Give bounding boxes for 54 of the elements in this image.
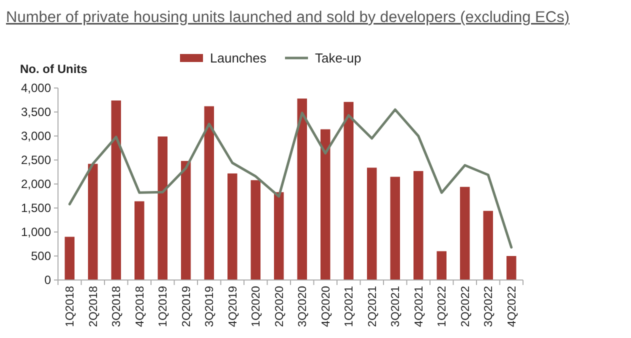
y-tick-label: 2,500 [20,153,52,168]
x-tick-label: 1Q2021 [344,286,356,327]
x-tick-label: 4Q2019 [227,286,240,327]
bar [436,251,447,280]
x-tick-label: 4Q2022 [506,286,518,327]
x-tick-label: 4Q2018 [134,286,146,327]
x-tick-label: 1Q2019 [158,286,170,327]
bar [320,129,330,280]
bar [204,106,214,280]
x-tick-label: 1Q2022 [436,286,449,327]
x-tick-label: 2Q2019 [180,286,193,327]
x-tick-label: 3Q2020 [297,286,310,327]
y-tick-label: 0 [44,273,52,288]
bar [297,98,308,280]
bar [227,173,238,280]
bar [390,176,400,280]
x-tick-label: 1Q2020 [250,286,263,327]
bar [180,160,191,280]
bar [111,100,122,280]
legend-label: Take-up [315,50,362,66]
y-tick-label: 2,000 [20,177,52,192]
y-tick-label: 4,000 [20,81,52,96]
bar [413,171,424,280]
y-tick-label: 3,500 [20,105,52,120]
bar [64,236,75,280]
y-axis-title: No. of Units [20,62,88,76]
bar [134,201,144,280]
y-tick-label: 1,000 [20,225,52,240]
x-tick-label: 3Q2022 [483,286,496,327]
x-tick-label: 3Q2019 [204,286,216,327]
bar [366,168,377,280]
y-tick-label: 1,500 [20,201,52,216]
bar [460,186,470,280]
x-tick-label: 2Q2018 [88,286,100,327]
x-tick-label: 2Q2021 [366,286,379,327]
y-tick-label: 3,000 [20,129,52,144]
legend-label: Launches [210,50,267,66]
y-tick-label: 500 [30,249,52,264]
x-tick-label: 2Q2022 [460,286,472,327]
x-tick-label: 4Q2021 [413,286,426,327]
chart-title: Number of private housing units launched and sold by developers (excluding ECs) [6,9,570,26]
bar [483,210,494,280]
x-tick-label: 1Q2018 [64,286,77,327]
x-tick-label: 2Q2020 [274,286,286,327]
bar [274,192,284,280]
x-tick-label: 4Q2020 [320,286,332,327]
bar [158,136,168,280]
x-tick-label: 3Q2018 [111,286,124,327]
bar [88,164,98,280]
bar [506,256,516,280]
bar [250,180,261,280]
bar [344,102,354,280]
line-series [68,108,513,249]
x-tick-label: 3Q2021 [390,286,402,327]
